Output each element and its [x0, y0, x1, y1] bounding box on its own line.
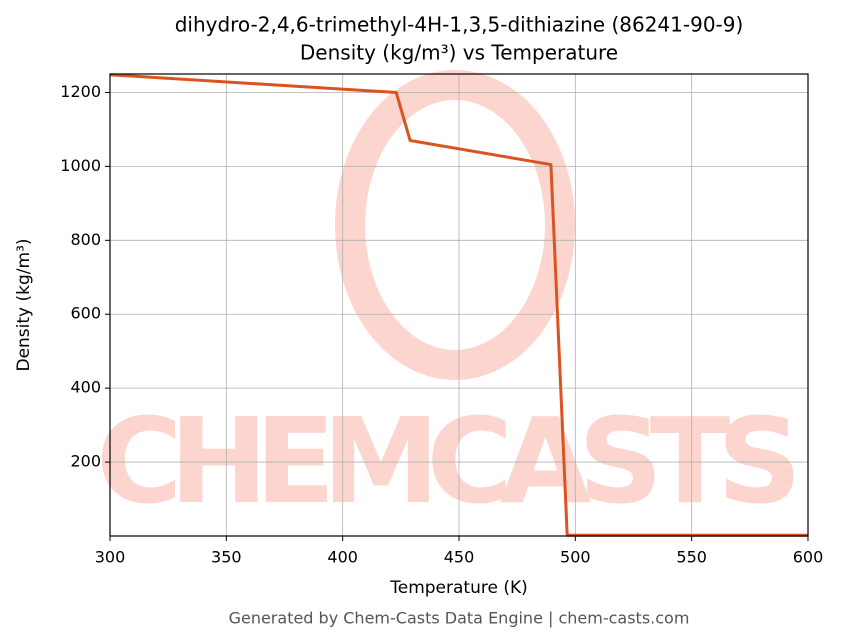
x-tick-label: 600 — [793, 548, 824, 567]
x-tick-label: 350 — [211, 548, 242, 567]
x-tick-label: 450 — [444, 548, 475, 567]
chart-title: dihydro-2,4,6-trimethyl-4H-1,3,5-dithiaz… — [175, 13, 744, 37]
y-tick-label: 200 — [70, 452, 101, 471]
watermark: CHEMCASTS — [96, 392, 806, 530]
chart-subtitle: Density (kg/m³) vs Temperature — [300, 41, 618, 65]
x-tick-label: 400 — [327, 548, 358, 567]
watermark-logo — [335, 70, 575, 380]
y-tick-label: 800 — [70, 230, 101, 249]
footer: Generated by Chem-Casts Data Engine | ch… — [229, 609, 690, 628]
y-tick-label: 400 — [70, 378, 101, 397]
plot-frame — [109, 73, 809, 537]
y-tick-label: 600 — [70, 304, 101, 323]
data-line — [109, 73, 808, 537]
x-tick-label: 500 — [560, 548, 591, 567]
y-tick-label: 1200 — [60, 82, 101, 101]
x-tick-label: 300 — [95, 548, 126, 567]
y-axis-label: Density (kg/m³) — [14, 238, 34, 371]
x-tick-label: 550 — [676, 548, 707, 567]
y-tick-label: 1000 — [60, 156, 101, 175]
x-axis-label: Temperature (K) — [389, 578, 528, 598]
